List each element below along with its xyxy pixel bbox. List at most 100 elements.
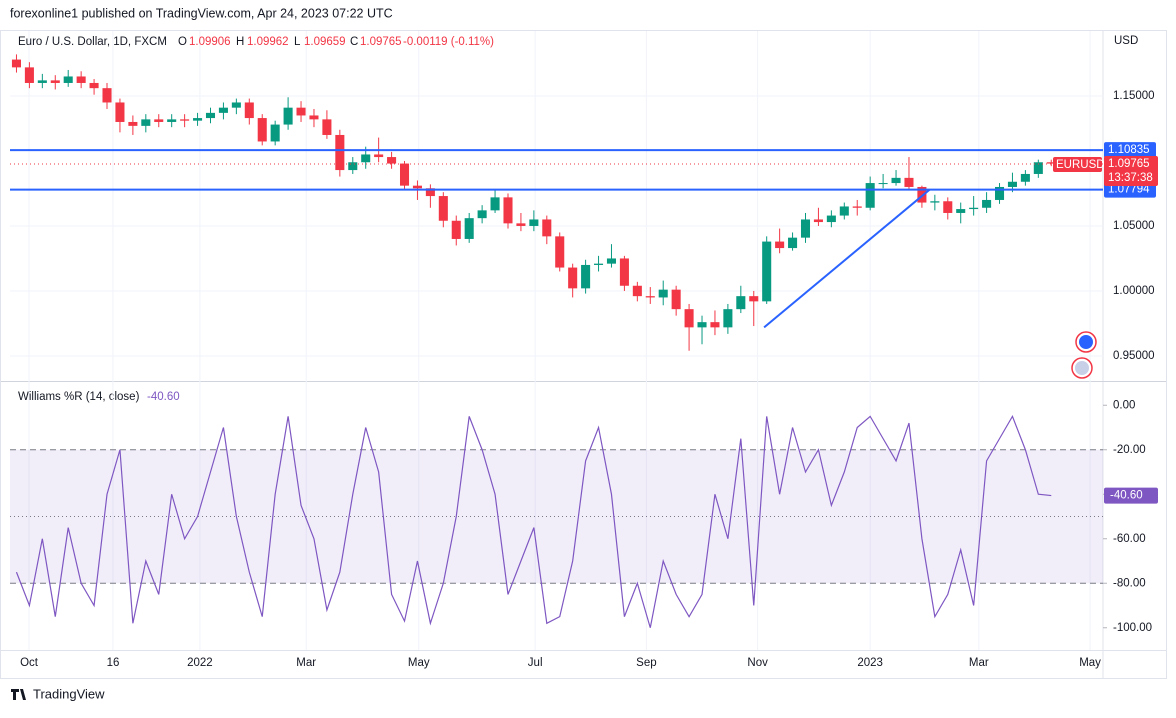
candle-body bbox=[710, 322, 720, 328]
x-tick-label: Jul bbox=[528, 657, 543, 669]
legend: Euro / U.S. Dollar, 1D, FXCM O 1.09906 H… bbox=[18, 36, 494, 48]
indicator-title: Williams %R (14, close) bbox=[18, 391, 140, 403]
candle-body bbox=[891, 177, 901, 184]
candle-body bbox=[775, 241, 785, 249]
candle-body bbox=[128, 121, 138, 126]
candle-body bbox=[193, 118, 203, 121]
candle-body bbox=[115, 102, 125, 122]
countdown: 13:37:38 bbox=[1108, 172, 1153, 184]
candle-body bbox=[361, 154, 371, 163]
candle-body bbox=[852, 206, 862, 208]
eu-flag bbox=[1079, 335, 1093, 349]
candle-body bbox=[516, 223, 526, 226]
candle-body bbox=[387, 157, 397, 164]
candle-body bbox=[141, 119, 151, 126]
candle-body bbox=[994, 186, 1005, 200]
candle-body bbox=[1033, 162, 1043, 174]
flag-icons bbox=[1071, 331, 1097, 379]
current-label: -40.60 bbox=[1110, 490, 1143, 502]
l-label: L bbox=[294, 36, 301, 48]
candle-body bbox=[180, 119, 190, 121]
ticker-label: EURUSD bbox=[1056, 159, 1105, 171]
publisher: forexonline1 published on TradingView.co… bbox=[10, 6, 393, 20]
candle-body bbox=[11, 59, 21, 68]
x-tick-label: Sep bbox=[636, 657, 656, 669]
candle-body bbox=[348, 162, 358, 171]
candle-body bbox=[1046, 162, 1056, 164]
candle-body bbox=[956, 209, 966, 213]
candle-body bbox=[982, 199, 992, 208]
candle-body bbox=[503, 197, 513, 224]
candle-body bbox=[839, 206, 849, 216]
y-tick-label: -60.00 bbox=[1113, 533, 1146, 545]
candle-body bbox=[425, 188, 435, 197]
candle-body bbox=[555, 236, 565, 268]
candle-body bbox=[606, 258, 617, 264]
x-tick-label: 2023 bbox=[857, 657, 883, 669]
x-tick-label: Oct bbox=[20, 657, 39, 669]
candle-body bbox=[451, 220, 461, 239]
candle-body bbox=[1020, 173, 1030, 182]
price-tag bbox=[1104, 156, 1158, 187]
candle-body bbox=[37, 80, 47, 83]
candle-body bbox=[412, 185, 422, 189]
candle-body bbox=[374, 154, 384, 158]
candle-body bbox=[736, 296, 746, 310]
y-tick-label: 1.15000 bbox=[1113, 90, 1155, 102]
trendline bbox=[763, 188, 931, 329]
candle-body bbox=[399, 163, 410, 186]
currency: USD bbox=[1114, 35, 1138, 47]
candle-body bbox=[697, 322, 707, 328]
candle-body bbox=[218, 107, 228, 113]
x-tick-label: 16 bbox=[107, 657, 120, 669]
candle-body bbox=[438, 196, 448, 221]
band-fill bbox=[10, 449, 1103, 584]
low: 1.09659 bbox=[304, 36, 346, 48]
candle-body bbox=[671, 289, 681, 310]
candle-body bbox=[529, 219, 539, 226]
change: -0.00119 (-0.11%) bbox=[403, 36, 494, 48]
level-tag bbox=[1104, 142, 1156, 159]
brand-name: TradingView bbox=[33, 686, 105, 701]
candle-body bbox=[943, 201, 953, 213]
candle-body bbox=[788, 237, 798, 249]
williams-line bbox=[15, 414, 1052, 628]
candle-body bbox=[63, 76, 73, 83]
candle-body bbox=[24, 67, 34, 83]
candle-body bbox=[205, 112, 216, 119]
candle-body bbox=[76, 76, 86, 83]
candle-body bbox=[477, 210, 487, 219]
candle-body bbox=[296, 107, 306, 116]
candle-body bbox=[826, 215, 836, 223]
candle-body bbox=[270, 124, 280, 142]
symbol: Euro / U.S. Dollar, 1D, FXCM bbox=[18, 36, 167, 48]
candle-body bbox=[800, 219, 811, 238]
level-label: 1.07794 bbox=[1108, 184, 1150, 196]
level-label: 1.10835 bbox=[1108, 144, 1150, 156]
y-tick-label: 0.95000 bbox=[1113, 350, 1155, 362]
high: 1.09962 bbox=[247, 36, 289, 48]
candle-body bbox=[632, 285, 642, 297]
candle-body bbox=[1007, 181, 1017, 187]
candle-body bbox=[813, 219, 823, 223]
close: 1.09765 bbox=[360, 36, 402, 48]
h-label: H bbox=[236, 36, 244, 48]
candle-body bbox=[684, 309, 694, 328]
candle-body bbox=[50, 80, 60, 83]
c-label: C bbox=[350, 36, 358, 48]
y-tick-label: 0.00 bbox=[1113, 399, 1135, 411]
candle-body bbox=[762, 241, 772, 302]
candle-body bbox=[658, 289, 668, 298]
candle-body bbox=[581, 264, 591, 289]
y-tick-label: -20.00 bbox=[1113, 444, 1146, 456]
candle-body bbox=[464, 218, 474, 239]
frame bbox=[0, 30, 1167, 679]
y-tick-label: 1.05000 bbox=[1113, 220, 1155, 232]
candle-body bbox=[309, 115, 319, 120]
o-label: O bbox=[178, 36, 187, 48]
candle-body bbox=[154, 119, 164, 122]
candle-body bbox=[490, 197, 500, 211]
candle-body bbox=[904, 177, 914, 187]
